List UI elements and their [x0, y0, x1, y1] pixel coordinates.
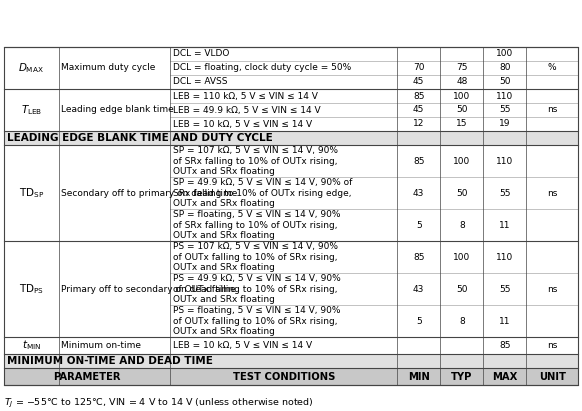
Text: MAX: MAX	[492, 372, 517, 381]
Text: 43: 43	[413, 189, 424, 198]
Text: 85: 85	[413, 252, 424, 261]
Text: DCL = floating, clock duty cycle = 50%: DCL = floating, clock duty cycle = 50%	[173, 64, 352, 72]
Text: 5: 5	[416, 316, 421, 326]
Text: 11: 11	[499, 316, 510, 326]
Text: SP = 49.9 kΩ, 5 V ≤ VIN ≤ 14 V, 90% of
SRx falling to 10% of OUTx rising edge,
O: SP = 49.9 kΩ, 5 V ≤ VIN ≤ 14 V, 90% of S…	[173, 178, 353, 208]
Text: 55: 55	[499, 106, 510, 115]
Text: 8: 8	[459, 316, 464, 326]
Text: 100: 100	[453, 252, 470, 261]
Text: Minimum on-time: Minimum on-time	[61, 341, 140, 350]
Text: 43: 43	[413, 284, 424, 293]
Text: 50: 50	[456, 189, 467, 198]
Text: 85: 85	[413, 157, 424, 166]
Text: ns: ns	[547, 341, 558, 350]
Text: Leading edge blank time: Leading edge blank time	[61, 106, 173, 115]
Text: LEADING EDGE BLANK TIME AND DUTY CYCLE: LEADING EDGE BLANK TIME AND DUTY CYCLE	[7, 133, 273, 143]
Text: 75: 75	[456, 64, 467, 72]
Text: Primary off to secondary on dead time: Primary off to secondary on dead time	[61, 284, 235, 293]
Text: UNIT: UNIT	[539, 372, 566, 381]
Text: 100: 100	[496, 49, 513, 58]
Text: DCL = VLDO: DCL = VLDO	[173, 49, 230, 58]
Text: 100: 100	[453, 92, 470, 101]
Text: 110: 110	[496, 92, 513, 101]
Text: $T_J$ = −55°C to 125°C, VIN = 4 V to 14 V (unless otherwise noted): $T_J$ = −55°C to 125°C, VIN = 4 V to 14 …	[4, 397, 314, 410]
Text: Secondary off to primary on dead time: Secondary off to primary on dead time	[61, 189, 237, 198]
Text: $\mathrm{TD_{SP}}$: $\mathrm{TD_{SP}}$	[19, 186, 44, 200]
Text: ns: ns	[547, 284, 558, 293]
Text: 50: 50	[456, 284, 467, 293]
Bar	[4, 368, 578, 385]
Text: $D_{\mathrm{MAX}}$: $D_{\mathrm{MAX}}$	[18, 61, 44, 75]
Text: $T_{\mathrm{LEB}}$: $T_{\mathrm{LEB}}$	[20, 103, 42, 117]
Text: %: %	[548, 64, 556, 72]
Text: PS = 107 kΩ, 5 V ≤ VIN ≤ 14 V, 90%
of OUTx falling to 10% of SRx rising,
OUTx an: PS = 107 kΩ, 5 V ≤ VIN ≤ 14 V, 90% of OU…	[173, 242, 339, 272]
Text: ns: ns	[547, 189, 558, 198]
Text: PS = 49.9 kΩ, 5 V ≤ VIN ≤ 14 V, 90%
of OUTx falling to 10% of SRx rising,
OUTx a: PS = 49.9 kΩ, 5 V ≤ VIN ≤ 14 V, 90% of O…	[173, 274, 341, 304]
Text: 45: 45	[413, 78, 424, 86]
Text: MIN: MIN	[408, 372, 430, 381]
Text: 19: 19	[499, 120, 510, 129]
Bar	[4, 337, 578, 354]
Text: 50: 50	[499, 78, 510, 86]
Text: 8: 8	[459, 220, 464, 229]
Text: 5: 5	[416, 220, 421, 229]
Text: SP = 107 kΩ, 5 V ≤ VIN ≤ 14 V, 90%
of SRx falling to 10% of OUTx rising,
OUTx an: SP = 107 kΩ, 5 V ≤ VIN ≤ 14 V, 90% of SR…	[173, 146, 339, 176]
Text: ns: ns	[547, 106, 558, 115]
Text: LEB = 10 kΩ, 5 V ≤ VIN ≤ 14 V: LEB = 10 kΩ, 5 V ≤ VIN ≤ 14 V	[173, 120, 313, 129]
Text: 110: 110	[496, 252, 513, 261]
Text: 50: 50	[456, 106, 467, 115]
Text: 85: 85	[413, 92, 424, 101]
Text: 85: 85	[499, 341, 510, 350]
Text: LEB = 110 kΩ, 5 V ≤ VIN ≤ 14 V: LEB = 110 kΩ, 5 V ≤ VIN ≤ 14 V	[173, 92, 318, 101]
Text: LEB = 10 kΩ, 5 V ≤ VIN ≤ 14 V: LEB = 10 kΩ, 5 V ≤ VIN ≤ 14 V	[173, 341, 313, 350]
Bar	[4, 47, 578, 385]
Text: $t_{\mathrm{MIN}}$: $t_{\mathrm{MIN}}$	[22, 339, 41, 352]
Text: TYP: TYP	[451, 372, 473, 381]
Bar	[4, 131, 578, 145]
Text: $\mathrm{TD_{PS}}$: $\mathrm{TD_{PS}}$	[19, 282, 44, 296]
Bar	[4, 47, 578, 89]
Text: TEST CONDITIONS: TEST CONDITIONS	[233, 372, 335, 381]
Text: 80: 80	[499, 64, 510, 72]
Text: 11: 11	[499, 220, 510, 229]
Text: 55: 55	[499, 284, 510, 293]
Text: SP = floating, 5 V ≤ VIN ≤ 14 V, 90%
of SRx falling to 10% of OUTx rising,
OUTx : SP = floating, 5 V ≤ VIN ≤ 14 V, 90% of …	[173, 210, 341, 240]
Text: DCL = AVSS: DCL = AVSS	[173, 78, 228, 86]
Text: Maximum duty cycle: Maximum duty cycle	[61, 64, 155, 72]
Bar	[4, 241, 578, 337]
Text: PS = floating, 5 V ≤ VIN ≤ 14 V, 90%
of OUTx falling to 10% of SRx rising,
OUTx : PS = floating, 5 V ≤ VIN ≤ 14 V, 90% of …	[173, 306, 341, 336]
Bar	[4, 47, 578, 385]
Text: 100: 100	[453, 157, 470, 166]
Text: 110: 110	[496, 157, 513, 166]
Text: 45: 45	[413, 106, 424, 115]
Text: 48: 48	[456, 78, 467, 86]
Text: 70: 70	[413, 64, 424, 72]
Text: LEB = 49.9 kΩ, 5 V ≤ VIN ≤ 14 V: LEB = 49.9 kΩ, 5 V ≤ VIN ≤ 14 V	[173, 106, 321, 115]
Bar	[4, 354, 578, 368]
Text: 12: 12	[413, 120, 424, 129]
Bar	[4, 145, 578, 241]
Text: PARAMETER: PARAMETER	[54, 372, 121, 381]
Text: 55: 55	[499, 189, 510, 198]
Text: MINIMUM ON-TIME AND DEAD TIME: MINIMUM ON-TIME AND DEAD TIME	[7, 356, 213, 366]
Text: 15: 15	[456, 120, 467, 129]
Bar	[4, 89, 578, 131]
